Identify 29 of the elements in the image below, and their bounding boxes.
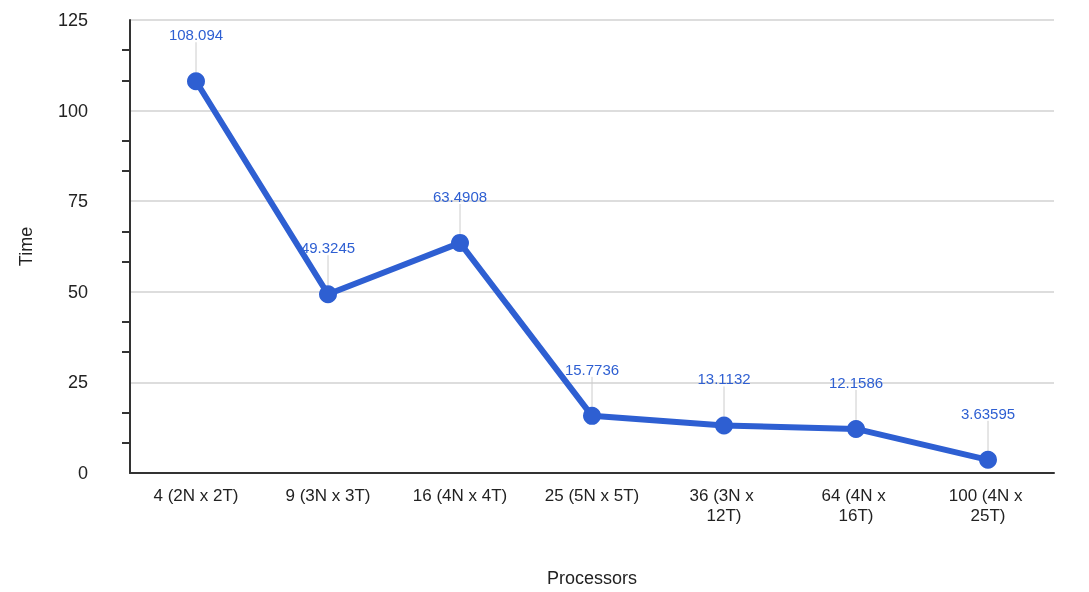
point xyxy=(319,285,337,304)
y-tick-label: 125 xyxy=(57,10,88,30)
y-tick-label: 50 xyxy=(67,281,88,302)
point xyxy=(187,72,205,91)
x-tick-label: 4 (2N x 2T) xyxy=(153,485,239,505)
point xyxy=(979,450,997,469)
point xyxy=(847,419,865,438)
y-tick-label: 100 xyxy=(57,100,88,121)
x-tick-label: 16 (4N x 4T) xyxy=(412,485,508,505)
x-tick-label: 9 (3N x 3T) xyxy=(285,485,371,505)
data-label: 3.63595 xyxy=(960,404,1016,422)
point xyxy=(451,233,469,252)
y-tick-label: 25 xyxy=(67,372,88,393)
point xyxy=(715,416,733,435)
x-tick-label: 100 (4N x 25T) xyxy=(948,485,1028,525)
data-label: 63.4908 xyxy=(432,187,488,205)
data-label: 49.3245 xyxy=(300,239,356,257)
data-label: 108.094 xyxy=(168,26,224,44)
data-label: 12.1586 xyxy=(828,373,884,391)
y-tick-label: 75 xyxy=(67,191,88,212)
data-label: 15.7736 xyxy=(564,360,620,378)
data-label: 13.1132 xyxy=(697,370,751,388)
x-axis-title: Processors xyxy=(546,568,638,588)
x-tick-label: 36 (3N x 12T) xyxy=(689,485,759,525)
x-tick-label: 64 (4N x 16T) xyxy=(821,485,891,525)
x-tick-label: 25 (5N x 5T) xyxy=(544,485,640,505)
y-tick-label: 0 xyxy=(77,463,88,483)
point xyxy=(583,406,601,425)
y-axis-title: Time xyxy=(16,226,36,267)
